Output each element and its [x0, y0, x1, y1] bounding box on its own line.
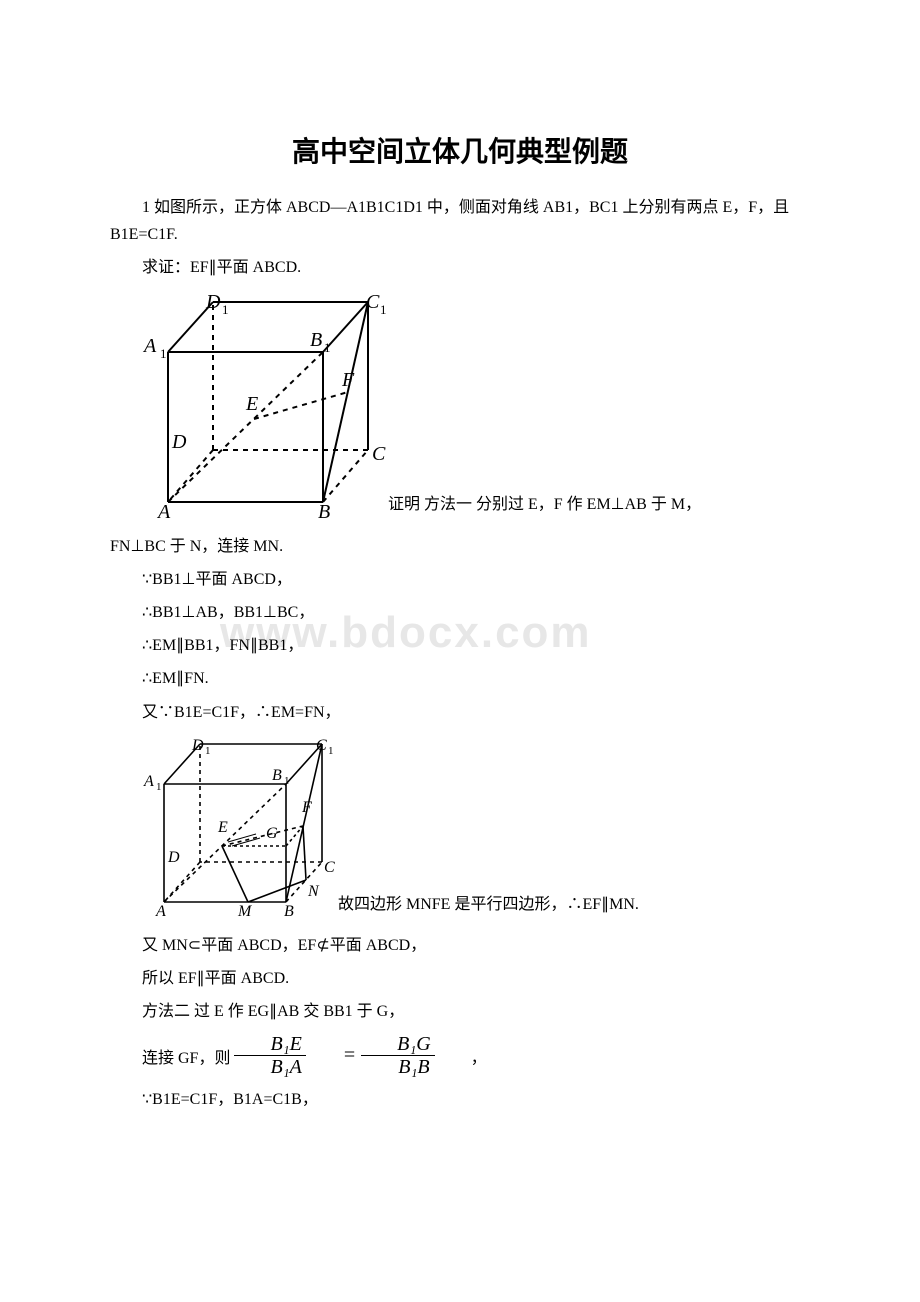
step-5: 又∵B1E=C1F，∴EM=FN，: [110, 699, 810, 726]
formula-pre: 连接 GF，则: [110, 1044, 230, 1068]
svg-text:1: 1: [156, 781, 162, 793]
svg-text:D: D: [191, 737, 204, 754]
figure-1-caption: 证明 方法一 分别过 E，F 作 EM⊥AB 于 M，: [388, 491, 701, 524]
page-title: 高中空间立体几何典型例题: [110, 130, 810, 170]
svg-text:B: B: [284, 903, 294, 919]
svg-text:F: F: [341, 369, 355, 391]
step-6: 又 MN⊂平面 ABCD，EF⊄平面 ABCD，: [110, 932, 810, 959]
svg-text:1: 1: [205, 745, 211, 757]
formula-line: 连接 GF，则 B₁E B₁A = B₁G B₁B ，: [110, 1033, 810, 1078]
svg-text:D: D: [171, 431, 187, 453]
fraction-1: B₁E B₁A: [234, 1033, 305, 1078]
not-subset-symbol: ⊄: [316, 937, 329, 954]
figure-1-row: A B C D A1 B1 C1 D1 E F 证明 方法一 分别过 E，F 作…: [110, 290, 810, 525]
frac2-den: B₁B: [361, 1056, 435, 1078]
svg-text:C: C: [372, 443, 386, 465]
problem-statement: 1 如图所示，正方体 ABCD—A1B1C1D1 中，侧面对角线 AB1，BC1…: [110, 194, 810, 248]
svg-text:M: M: [237, 903, 253, 919]
subset-symbol: ⊂: [188, 937, 201, 954]
svg-text:B: B: [318, 501, 330, 520]
svg-text:1: 1: [328, 745, 334, 757]
svg-text:A: A: [156, 501, 171, 520]
line-fn-bc: FN⊥BC 于 N，连接 MN.: [110, 533, 810, 560]
svg-text:E: E: [245, 393, 258, 415]
svg-text:C: C: [366, 291, 380, 313]
method-2: 方法二 过 E 作 EG∥AB 交 BB1 于 G，: [110, 998, 810, 1025]
svg-text:1: 1: [284, 775, 290, 787]
svg-text:E: E: [217, 819, 228, 836]
equals-sign: =: [312, 1044, 355, 1067]
svg-text:1: 1: [160, 346, 167, 361]
svg-text:A: A: [155, 903, 166, 919]
svg-text:F: F: [301, 799, 312, 816]
svg-text:1: 1: [324, 340, 331, 355]
svg-text:A: A: [142, 335, 157, 357]
svg-text:C: C: [316, 737, 327, 754]
svg-text:1: 1: [222, 302, 229, 317]
svg-text:B: B: [310, 329, 322, 351]
figure-2: A B C D A1 B1 C1 D1 E F G M N: [138, 734, 338, 924]
step-8: ∵B1E=C1F，B1A=C1B，: [110, 1086, 810, 1113]
figure-2-row: A B C D A1 B1 C1 D1 E F G M N: [110, 734, 810, 924]
fraction-2: B₁G B₁B: [361, 1033, 435, 1078]
step-4: ∴EM∥FN.: [110, 665, 810, 692]
step-6-post: 平面 ABCD，: [330, 937, 426, 954]
frac1-den: B₁A: [234, 1056, 305, 1078]
frac1-num: B₁E: [234, 1033, 305, 1056]
frac2-num: B₁G: [361, 1033, 435, 1056]
step-2: ∴BB1⊥AB，BB1⊥BC，: [110, 599, 810, 626]
step-1: ∵BB1⊥平面 ABCD，: [110, 566, 810, 593]
svg-text:N: N: [307, 883, 320, 900]
step-6-pre: 又 MN: [142, 937, 188, 954]
formula-suffix: ，: [439, 1044, 487, 1068]
proof-target: 求证：EF∥平面 ABCD.: [110, 254, 810, 281]
step-6-mid: 平面 ABCD，EF: [201, 937, 316, 954]
svg-text:G: G: [266, 825, 278, 842]
main-content: 高中空间立体几何典型例题 1 如图所示，正方体 ABCD—A1B1C1D1 中，…: [110, 130, 810, 1113]
svg-text:D: D: [167, 849, 180, 866]
svg-text:B: B: [272, 767, 282, 784]
svg-text:D: D: [205, 291, 221, 313]
step-3: ∴EM∥BB1，FN∥BB1，: [110, 632, 810, 659]
svg-text:A: A: [143, 773, 154, 790]
figure-2-caption: 故四边形 MNFE 是平行四边形，∴EF∥MN.: [338, 891, 639, 924]
figure-1: A B C D A1 B1 C1 D1 E F: [138, 290, 388, 525]
svg-text:C: C: [324, 859, 335, 876]
svg-text:1: 1: [380, 302, 387, 317]
step-7: 所以 EF∥平面 ABCD.: [110, 965, 810, 992]
